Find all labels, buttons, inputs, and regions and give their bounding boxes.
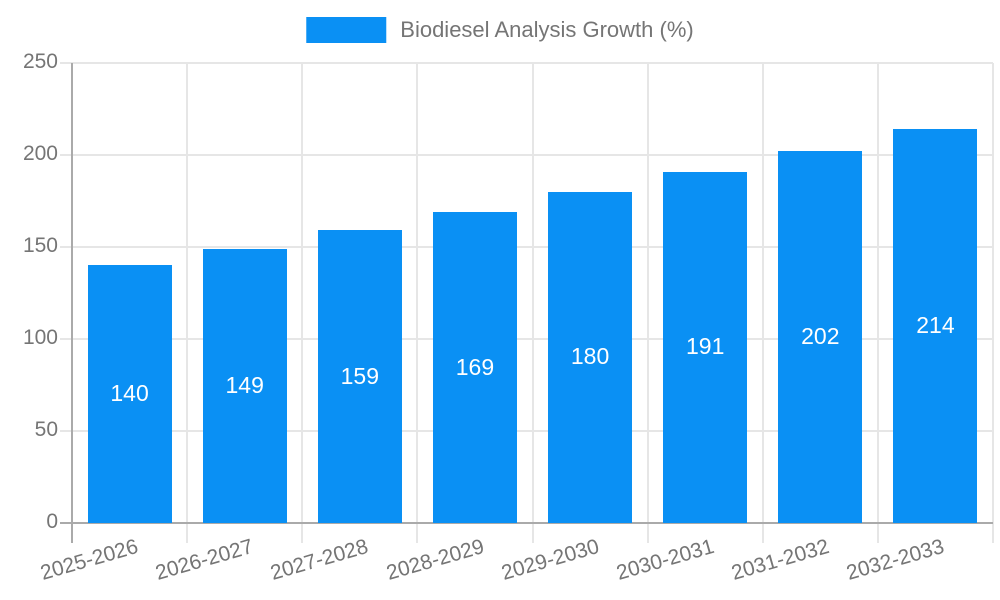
v-gridline [646,63,649,543]
y-axis-tick [60,62,72,64]
x-axis-tick-label: 2031-2032 [728,535,832,585]
bar[interactable] [202,248,287,523]
y-axis-tick-label: 150 [22,234,58,257]
bar-value-label: 202 [801,323,840,350]
bar[interactable] [893,129,978,523]
v-gridline [416,63,419,543]
y-axis-tick [60,154,72,156]
y-axis-tick-label: 100 [22,326,58,349]
bar[interactable] [317,230,402,523]
bar-value-label: 140 [110,380,149,407]
v-gridline [876,63,879,543]
y-axis-tick-label: 0 [46,510,58,533]
bar[interactable] [663,171,748,523]
x-axis-tick-label: 2029-2030 [498,535,602,585]
v-gridline [761,63,764,543]
v-gridline [186,63,189,543]
bar-value-label: 149 [225,371,264,398]
y-axis-line [71,63,73,543]
legend-swatch [306,17,387,43]
x-axis-tick-label: 2025-2026 [38,535,141,585]
y-axis-tick-label: 250 [22,50,58,73]
bar[interactable] [778,151,863,523]
y-axis-tick-label: 200 [22,142,58,165]
bar-value-label: 191 [686,333,725,360]
bar-value-label: 169 [455,353,495,380]
y-axis-tick-label: 50 [34,418,58,441]
legend-label: Biodiesel Analysis Growth (%) [400,17,694,42]
bar[interactable] [548,191,633,523]
v-gridline [301,63,304,543]
x-axis-tick-label: 2028-2029 [383,535,487,585]
x-axis-tick-label: 2032-2033 [843,535,947,585]
x-axis-tick-label: 2027-2028 [268,535,372,585]
bar[interactable] [432,212,517,523]
x-axis-line [60,522,993,524]
v-gridline [992,63,994,543]
x-axis-tick-label: 2030-2031 [613,535,717,585]
bar-value-label: 180 [570,343,610,370]
y-axis-tick [60,246,72,248]
y-axis-tick [60,430,72,432]
bar-value-label: 159 [340,362,379,389]
x-axis-tick-label: 2026-2027 [153,535,257,585]
bar-value-label: 214 [916,312,955,339]
v-gridline [531,63,534,543]
legend[interactable]: Biodiesel Analysis Growth (%) [306,17,694,43]
y-axis-tick [60,338,72,340]
bar[interactable] [87,265,172,523]
